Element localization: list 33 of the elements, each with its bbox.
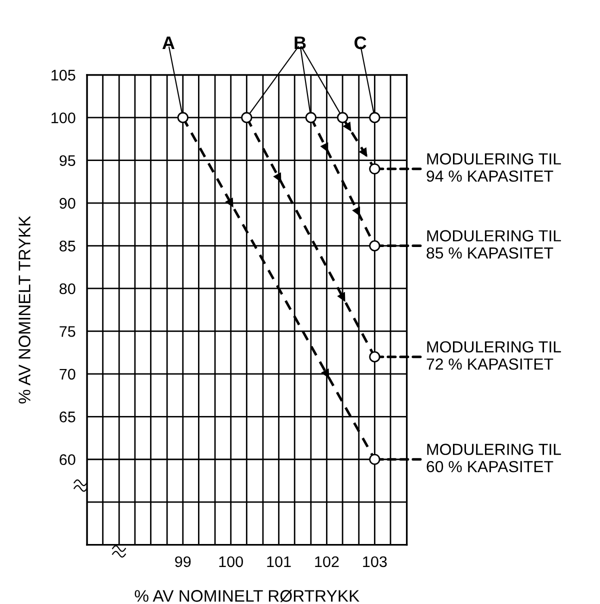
y-tick-label: 65 (60, 412, 76, 422)
text: A (162, 36, 175, 50)
x-tick-label: 99 (175, 556, 191, 568)
y-tick-label: 70 (60, 368, 76, 380)
point (369, 240, 380, 252)
y-tick-label: 75 (60, 326, 76, 337)
point (305, 112, 316, 124)
point (369, 112, 380, 124)
x-tick-label: 102 (315, 556, 339, 568)
y-tick-label: 80 (60, 283, 76, 294)
y-tick-label: 100 (52, 112, 76, 124)
point (336, 112, 348, 124)
point (369, 351, 380, 362)
text: MODULERING TIL 72 % KAPASITET (426, 341, 561, 370)
x-tick-label: 100 (219, 556, 243, 568)
text: MODULERING TIL 85 % KAPASITET (426, 230, 561, 259)
text: B (294, 36, 306, 50)
y-axis-title: % AV NOMINELT TRYKK (18, 216, 30, 404)
x-tick-label: 101 (267, 556, 291, 568)
y-tick-label: 90 (60, 198, 76, 209)
point (369, 454, 380, 465)
point (241, 112, 252, 124)
text: C (354, 36, 366, 50)
x-tick-label: 103 (363, 556, 387, 568)
y-tick-label: 60 (60, 454, 76, 466)
y-tick-label: 85 (60, 240, 76, 252)
y-tick-label: 95 (60, 155, 76, 166)
text: MODULERING TIL 94 % KAPASITET (426, 153, 561, 182)
x-axis-title: % AV NOMINELT RØRTRYKK (134, 590, 360, 602)
point (177, 112, 188, 124)
point (369, 163, 380, 174)
y-tick-label: 105 (52, 70, 76, 81)
text: MODULERING TIL 60 % KAPASITET (426, 444, 561, 472)
